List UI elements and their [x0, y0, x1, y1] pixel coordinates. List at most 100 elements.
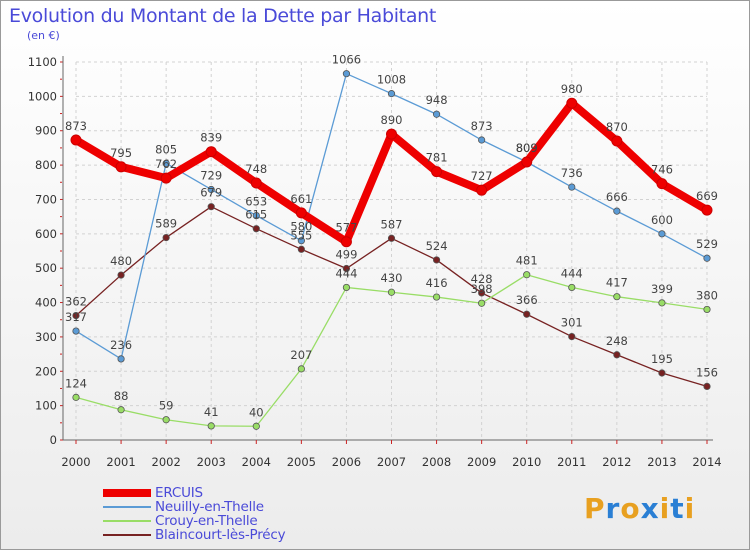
data-label: 430 [381, 271, 403, 285]
data-point [658, 299, 666, 307]
data-point [432, 256, 441, 264]
logo-letter: r [605, 492, 621, 525]
data-label: 653 [245, 195, 267, 209]
y-tick-label: 700 [35, 192, 57, 206]
data-point [568, 283, 576, 292]
data-label: 499 [335, 248, 357, 262]
data-point [115, 161, 127, 173]
data-label: 589 [155, 217, 177, 231]
data-point [613, 351, 621, 359]
data-label: 207 [290, 348, 312, 362]
x-tick-label: 2006 [332, 455, 361, 469]
y-tick-label: 600 [35, 227, 57, 241]
data-point [568, 183, 576, 191]
data-label: 980 [561, 82, 583, 96]
x-tick-label: 2011 [557, 455, 586, 469]
logo-letter: x [640, 492, 660, 525]
data-label: 59 [159, 399, 174, 413]
data-point [521, 156, 533, 168]
data-label: 809 [516, 141, 538, 155]
data-label: 873 [471, 119, 493, 133]
y-tick-label: 800 [35, 158, 57, 172]
data-point [162, 233, 170, 242]
data-point [250, 177, 262, 189]
legend-label: ERCUIS [155, 485, 203, 501]
data-point [297, 365, 305, 373]
y-tick-label: 1000 [28, 89, 57, 103]
data-label: 195 [651, 352, 673, 366]
y-tick-label: 200 [35, 364, 57, 378]
data-point [342, 264, 351, 273]
data-point [386, 128, 397, 140]
data-label: 736 [561, 166, 583, 180]
data-label: 417 [606, 276, 628, 290]
data-point [342, 70, 351, 78]
x-tick-label: 2012 [602, 455, 631, 469]
axes: 0 100 200 300 400 500 600 700 800 900 1000 1100 2000… [28, 55, 722, 469]
data-label: 398 [471, 282, 493, 296]
data-point [658, 369, 666, 377]
data-point [476, 184, 488, 196]
data-label: 809 [516, 141, 538, 155]
y-tick-label: 500 [35, 261, 57, 275]
data-point [703, 254, 711, 262]
logo-letter: P [584, 492, 606, 525]
data-point [340, 236, 352, 248]
x-tick-label: 2001 [106, 455, 135, 469]
data-point [387, 234, 396, 242]
x-tick-label: 2008 [422, 455, 451, 469]
x-tick-label: 2007 [377, 455, 406, 469]
data-point [207, 185, 215, 194]
data-label: 524 [426, 239, 448, 253]
data-label: 362 [65, 295, 87, 309]
x-tick-label: 2013 [647, 455, 676, 469]
data-point [297, 237, 305, 245]
data-label: 236 [110, 338, 132, 352]
data-point [611, 135, 623, 147]
data-point [523, 310, 531, 318]
legend-label: Blaincourt-lès-Précy [155, 527, 286, 543]
x-tick-label: 2014 [692, 455, 721, 469]
data-label: 577 [335, 221, 357, 235]
data-label: 839 [200, 131, 222, 145]
x-tick-label: 2005 [287, 455, 316, 469]
data-label: 380 [696, 288, 718, 302]
data-label: 587 [381, 217, 403, 231]
data-label: 1008 [377, 73, 406, 87]
data-label: 580 [290, 220, 312, 234]
data-label: 88 [114, 389, 129, 403]
y-tick-label: 1100 [28, 55, 57, 69]
data-point [72, 312, 80, 320]
data-label: 679 [200, 186, 222, 200]
x-tick-label: 2009 [467, 455, 496, 469]
data-label: 529 [696, 237, 718, 251]
data-label: 873 [65, 119, 87, 133]
data-point [252, 212, 260, 220]
data-label: 615 [245, 208, 267, 222]
data-point [342, 283, 351, 292]
data-point [207, 422, 215, 430]
x-tick-label: 2003 [197, 455, 226, 469]
data-label: 890 [381, 113, 403, 127]
data-label: 124 [65, 376, 87, 390]
data-labels: 362 480 589 679 615 555 499 587 524 428 366 301 248 1… [65, 53, 718, 420]
data-label: 156 [696, 365, 718, 379]
data-label: 762 [155, 157, 177, 171]
grid [75, 61, 708, 440]
data-label: 805 [155, 142, 177, 156]
data-point [387, 288, 396, 296]
data-label: 795 [110, 146, 132, 160]
data-point [162, 416, 170, 424]
data-label: 40 [249, 405, 264, 419]
data-point [295, 207, 307, 219]
chart-subtitle: (en €) [27, 29, 60, 42]
x-tick-label: 2002 [152, 455, 181, 469]
legend-swatch [103, 534, 151, 536]
data-point [207, 203, 215, 211]
legend-swatch [103, 506, 151, 508]
y-tick-label: 0 [50, 433, 57, 447]
data-point [70, 134, 82, 146]
x-tick-label: 2004 [242, 455, 271, 469]
